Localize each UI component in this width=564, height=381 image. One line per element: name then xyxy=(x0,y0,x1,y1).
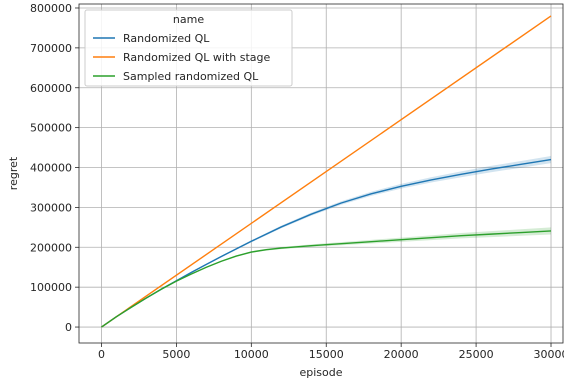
x-tick-label: 25000 xyxy=(459,348,494,361)
y-tick-label: 300000 xyxy=(30,201,72,214)
x-tick-label: 20000 xyxy=(384,348,419,361)
legend-box xyxy=(84,9,293,87)
y-tick-label: 800000 xyxy=(30,2,72,15)
legend-entry-0: Randomized QL xyxy=(123,32,210,45)
y-tick-label: 500000 xyxy=(30,122,72,135)
series-line-2 xyxy=(101,230,552,328)
legend: name Randomized QL Randomized QL with sta… xyxy=(84,9,293,87)
legend-entry-2: Sampled randomized QL xyxy=(123,70,259,83)
y-tick-label: 100000 xyxy=(30,281,72,294)
y-tick-label: 600000 xyxy=(30,82,72,95)
x-tick-label: 30000 xyxy=(534,348,564,361)
legend-title: name xyxy=(173,13,204,26)
grid-lines xyxy=(79,4,563,343)
plot-frame xyxy=(78,3,564,344)
x-axis-ticks: 0 5000 10000 15000 20000 25000 30000 xyxy=(98,343,564,361)
series-lines xyxy=(101,15,552,328)
series-line-1 xyxy=(101,15,552,328)
y-tick-label: 700000 xyxy=(30,42,72,55)
x-tick-label: 5000 xyxy=(162,348,190,361)
y-tick-label: 0 xyxy=(65,321,72,334)
y-axis-ticks: 0 100000 200000 300000 400000 500000 600000 700… xyxy=(30,2,79,334)
y-tick-label: 400000 xyxy=(30,162,72,175)
x-tick-label: 0 xyxy=(98,348,105,361)
axes-frame xyxy=(78,3,564,344)
y-tick-label: 200000 xyxy=(30,241,72,254)
x-tick-label: 10000 xyxy=(234,348,269,361)
y-axis-label: regret xyxy=(7,156,20,190)
x-axis-label: episode xyxy=(299,366,342,379)
legend-items: Randomized QL Randomized QL with stage Sam… xyxy=(93,32,271,83)
x-tick-label: 15000 xyxy=(309,348,344,361)
legend-entry-1: Randomized QL with stage xyxy=(123,51,271,64)
